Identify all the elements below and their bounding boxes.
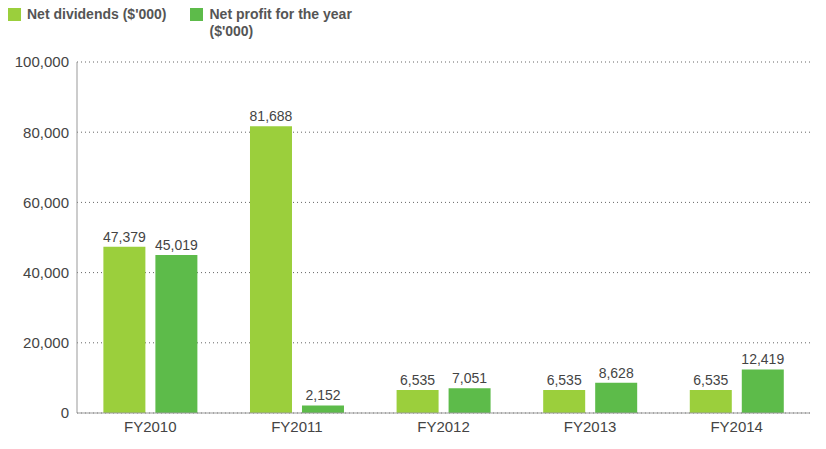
svg-text:FY2013: FY2013 [564, 418, 617, 435]
svg-text:FY2011: FY2011 [271, 418, 322, 435]
svg-text:47,379: 47,379 [103, 229, 146, 245]
html-text:Net profit for the year ($'000: Net profit for the year ($'000) [209, 6, 352, 39]
svg-text:81,688: 81,688 [250, 108, 293, 124]
svg-text:6,535: 6,535 [693, 372, 728, 388]
svg-text:20,000: 20,000 [23, 334, 69, 351]
svg-text:45,019: 45,019 [155, 237, 198, 253]
svg-text:6,535: 6,535 [400, 372, 435, 388]
html-text:Net dividends ($'000): Net dividends ($'000) [27, 6, 167, 22]
svg-text:60,000: 60,000 [23, 194, 69, 211]
svg-text:40,000: 40,000 [23, 264, 69, 281]
svg-text:2,152: 2,152 [305, 387, 340, 403]
svg-text:80,000: 80,000 [23, 124, 69, 141]
svg-text:FY2012: FY2012 [417, 418, 470, 435]
svg-text:FY2010: FY2010 [124, 418, 177, 435]
svg-text:8,628: 8,628 [599, 365, 634, 381]
svg-text:0: 0 [61, 404, 69, 421]
svg-text:12,419: 12,419 [741, 351, 784, 367]
svg-text:FY2014: FY2014 [710, 418, 763, 435]
svg-text:7,051: 7,051 [452, 370, 487, 386]
svg-text:100,000: 100,000 [15, 53, 69, 70]
svg-text:6,535: 6,535 [547, 372, 582, 388]
